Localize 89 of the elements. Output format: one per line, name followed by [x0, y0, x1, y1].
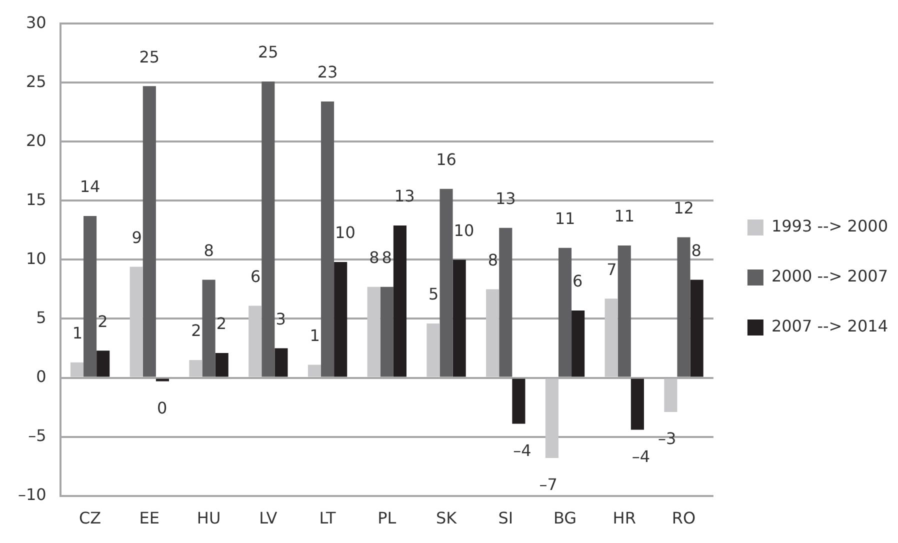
data-label: 8 — [691, 240, 702, 260]
data-label: 10 — [454, 220, 474, 240]
data-label: 13 — [495, 188, 516, 208]
bar — [96, 350, 110, 377]
bar — [440, 188, 453, 377]
data-label: 12 — [674, 198, 694, 218]
y-tick-label: 20 — [26, 130, 46, 150]
data-label: 3 — [276, 309, 286, 328]
bar — [215, 352, 228, 377]
data-label: 10 — [335, 223, 356, 242]
bar — [262, 81, 275, 377]
data-label: 0 — [156, 398, 168, 418]
y-tick-label: 15 — [26, 190, 46, 209]
x-tick-label: SI — [498, 508, 514, 528]
bar — [604, 298, 618, 377]
bar — [380, 286, 394, 377]
data-label: 2 — [98, 312, 108, 331]
bar — [499, 228, 512, 377]
bar — [545, 378, 558, 458]
x-tick-label: PL — [378, 508, 396, 528]
y-tick-label: 30 — [26, 12, 46, 32]
data-label: 2 — [191, 321, 202, 340]
bar — [274, 348, 288, 377]
data-label: 11 — [614, 206, 635, 226]
x-tick-label: LT — [319, 508, 336, 528]
x-tick-label: CZ — [78, 508, 102, 528]
bar — [248, 306, 262, 377]
bar — [677, 237, 690, 377]
bar — [320, 102, 334, 377]
legend-label: 1993 --> 2000 — [771, 216, 888, 236]
bar — [393, 225, 406, 377]
data-label: 25 — [258, 42, 278, 62]
bar — [202, 280, 216, 377]
bar — [84, 216, 97, 377]
legend-label: 2007 --> 2014 — [771, 316, 888, 336]
y-tick-label: 0 — [36, 366, 46, 386]
bar — [130, 266, 143, 377]
data-label: –3 — [658, 429, 676, 448]
y-tick-label: 25 — [26, 72, 46, 91]
bar — [367, 286, 380, 377]
y-tick-label: 10 — [26, 248, 46, 268]
bar — [572, 310, 585, 377]
data-label: 7 — [606, 260, 617, 279]
data-label: 8 — [204, 240, 214, 260]
data-label: –4 — [513, 440, 532, 460]
x-tick-label: SK — [436, 508, 458, 528]
x-tick-label: HU — [196, 508, 221, 528]
data-label: 6 — [572, 272, 583, 291]
x-tick-label: RO — [672, 508, 696, 528]
data-label: 13 — [394, 186, 415, 206]
bar — [308, 364, 321, 377]
data-label: 6 — [250, 266, 261, 286]
bar — [618, 246, 631, 377]
data-label: 11 — [554, 209, 576, 228]
data-label: 23 — [317, 62, 338, 82]
data-label: 25 — [139, 47, 160, 66]
data-label: 1 — [310, 326, 320, 345]
bar — [156, 378, 170, 382]
data-label: 9 — [132, 228, 142, 247]
bar — [142, 86, 156, 377]
x-tick-label: HR — [612, 508, 636, 528]
y-tick-label: –5 — [28, 426, 46, 445]
y-tick-label: –10 — [18, 484, 46, 504]
data-label: 8 — [369, 248, 380, 268]
data-label: 16 — [436, 150, 456, 170]
data-label: 2 — [216, 314, 227, 334]
bar — [70, 362, 84, 377]
bar — [630, 378, 644, 430]
data-label: 5 — [428, 284, 439, 304]
bar — [558, 248, 572, 377]
bar — [486, 289, 500, 377]
data-label: 8 — [382, 248, 392, 268]
bar — [512, 378, 526, 424]
x-tick-label: LV — [259, 508, 278, 528]
bar — [664, 378, 678, 412]
data-label: 8 — [488, 250, 498, 270]
bar — [189, 360, 202, 377]
y-tick-label: 5 — [36, 308, 46, 327]
bar — [452, 260, 466, 377]
data-label: 14 — [80, 177, 100, 196]
bar — [334, 262, 348, 377]
legend-label: 2000 --> 2007 — [771, 266, 888, 286]
data-label: 1 — [72, 324, 83, 343]
data-label: –7 — [539, 475, 558, 494]
bar — [690, 280, 704, 377]
bar — [426, 323, 440, 377]
data-label: –4 — [632, 446, 650, 466]
x-tick-label: BG — [553, 508, 577, 528]
x-tick-label: EE — [139, 508, 160, 528]
